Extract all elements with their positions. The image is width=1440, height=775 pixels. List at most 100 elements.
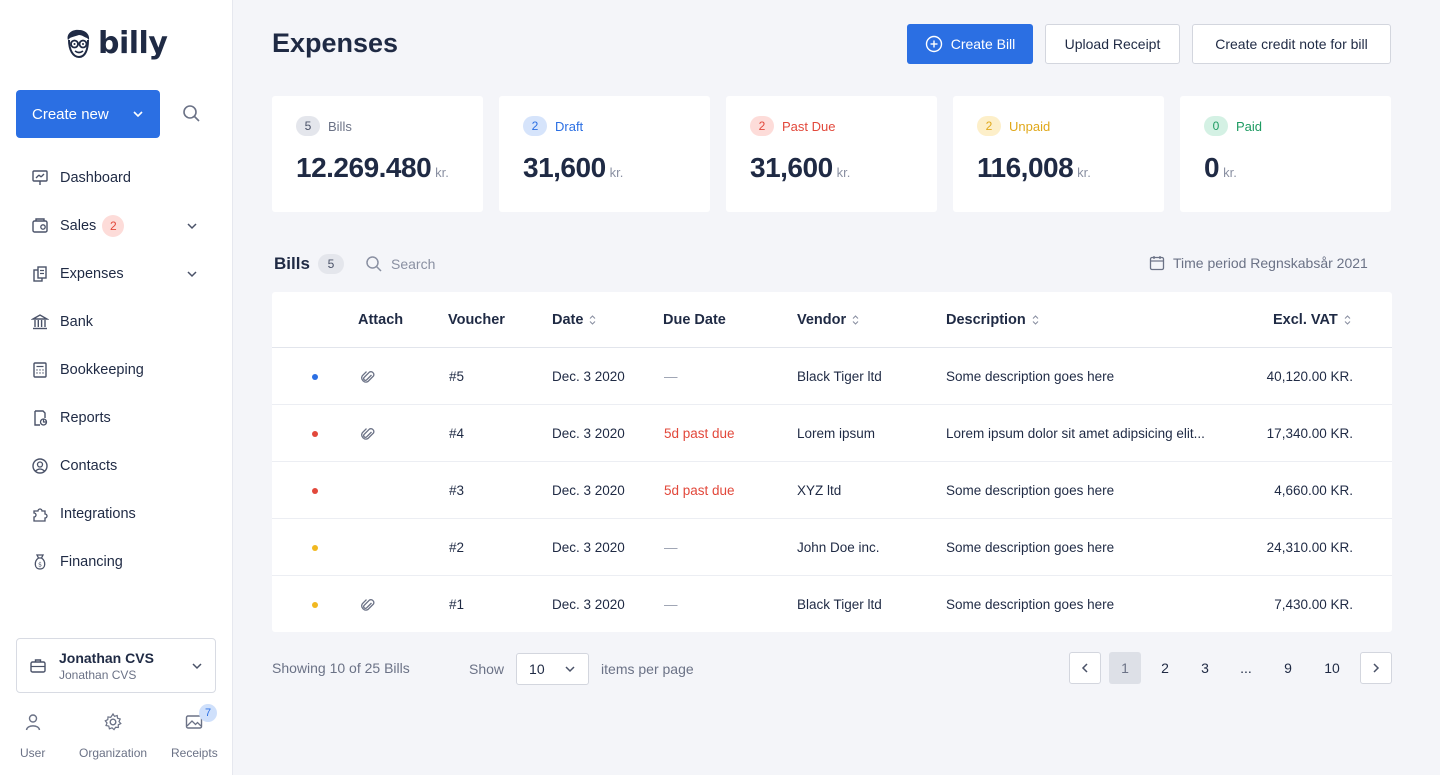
column-date-label: Date (552, 312, 584, 328)
column-excl-vat[interactable]: Excl. VAT (1273, 292, 1351, 348)
page-button[interactable]: 1 (1109, 652, 1141, 684)
sidebar: billy Create new Dashboard Sales 2 Expens… (0, 0, 233, 775)
page-title: Expenses (272, 28, 399, 58)
status-cell (312, 576, 318, 633)
page-button[interactable]: 3 (1201, 660, 1209, 676)
date-cell: Dec. 3 2020 (552, 483, 625, 498)
amount-cell: 24,310.00 KR. (1266, 540, 1353, 555)
sidebar-item-label: Financing (60, 554, 123, 570)
sidebar-item-integrations[interactable]: Integrations (0, 490, 232, 538)
bills-search[interactable] (365, 254, 511, 274)
column-description-label: Description (946, 312, 1026, 328)
paperclip-icon[interactable] (360, 597, 376, 613)
sales-icon (32, 218, 48, 233)
billy-face-icon (67, 29, 90, 58)
organization-button[interactable]: Organization (79, 706, 147, 760)
user-button[interactable]: User (20, 706, 45, 760)
prev-page-button[interactable] (1069, 652, 1101, 684)
vendor-cell: John Doe inc. (797, 540, 880, 555)
brand-name: billy (98, 26, 168, 61)
create-new-button[interactable]: Create new (16, 90, 160, 138)
sidebar-item-reports[interactable]: Reports (0, 394, 232, 442)
search-icon[interactable] (180, 102, 204, 126)
summary-card-paid[interactable]: 0 Paid 0 kr. (1180, 96, 1391, 212)
card-amount: 31,600 (750, 152, 833, 183)
paperclip-icon[interactable] (360, 369, 376, 385)
summary-card-draft[interactable]: 2 Draft 31,600 kr. (499, 96, 710, 212)
card-label: Bills (328, 118, 352, 134)
bills-search-input[interactable] (391, 256, 511, 272)
description-cell: Some description goes here (946, 369, 1115, 384)
show-label: Show (469, 661, 505, 677)
summary-card-unpaid[interactable]: 2 Unpaid 116,008 kr. (953, 96, 1164, 212)
vendor-cell: Lorem ipsum (797, 426, 876, 441)
card-header: 2 Past Due (750, 116, 913, 136)
receipts-label: Receipts (171, 746, 218, 760)
chevron-down-icon[interactable] (186, 268, 198, 280)
create-bill-label: Create Bill (950, 36, 1016, 52)
sidebar-item-label: Dashboard (60, 170, 131, 186)
page-button[interactable]: 2 (1161, 660, 1169, 676)
card-count-pill: 2 (523, 116, 547, 136)
card-value: 12.269.480 kr. (296, 152, 459, 184)
sidebar-item-bookkeeping[interactable]: Bookkeeping (0, 346, 232, 394)
chevron-right-icon (1373, 663, 1380, 673)
sidebar-item-bank[interactable]: Bank (0, 298, 232, 346)
table-row[interactable]: #3 Dec. 3 2020 5d past due XYZ ltd Some desc… (272, 462, 1392, 519)
sidebar-item-contacts[interactable]: Contacts (0, 442, 232, 490)
summary-card-bills[interactable]: 5 Bills 12.269.480 kr. (272, 96, 483, 212)
amount-cell: 4,660.00 KR. (1274, 483, 1353, 498)
page-button[interactable]: 9 (1284, 660, 1292, 676)
card-currency: kr. (1077, 165, 1091, 180)
column-date[interactable]: Date (552, 292, 596, 348)
description-cell: Some description goes here (946, 540, 1115, 555)
chevron-down-icon[interactable] (186, 220, 198, 232)
table-row[interactable]: #5 Dec. 3 2020 — Black Tiger ltd Some descri… (272, 348, 1392, 405)
table-row[interactable]: #4 Dec. 3 2020 5d past due Lorem ipsum Lorem… (272, 405, 1392, 462)
organization-switcher[interactable]: Jonathan CVS Jonathan CVS (16, 638, 216, 693)
voucher-cell: #2 (449, 540, 465, 555)
voucher-cell: #4 (449, 426, 465, 441)
column-description[interactable]: Description (946, 292, 1039, 348)
create-bill-button[interactable]: Create Bill (907, 24, 1033, 64)
receipts-count-badge: 7 (199, 704, 217, 722)
receipts-button[interactable]: 7 Receipts (171, 704, 218, 760)
column-voucher-label: Voucher (448, 312, 505, 328)
per-page-select[interactable]: 10 (516, 653, 590, 685)
card-header: 0 Paid (1204, 116, 1367, 136)
amount-cell: 40,120.00 KR. (1266, 369, 1353, 384)
sidebar-item-dashboard[interactable]: Dashboard (0, 154, 232, 202)
showing-count: Showing 10 of 25 Bills (272, 660, 410, 676)
bills-title: Bills (274, 254, 310, 273)
time-period-selector[interactable]: Time period Regnskabsår 2021 (1149, 255, 1368, 271)
time-period-label: Time period Regnskabsår 2021 (1173, 255, 1368, 271)
table-row[interactable]: #1 Dec. 3 2020 — Black Tiger ltd Some descri… (272, 576, 1392, 633)
upload-receipt-button[interactable]: Upload Receipt (1045, 24, 1180, 64)
sales-count-badge: 2 (102, 215, 125, 237)
create-credit-note-button[interactable]: Create credit note for bill (1192, 24, 1391, 64)
column-vendor[interactable]: Vendor (797, 292, 859, 348)
page-button[interactable]: 10 (1324, 660, 1340, 676)
create-new-label: Create new (32, 105, 109, 123)
card-currency: kr. (435, 165, 449, 180)
summary-card-past-due[interactable]: 2 Past Due 31,600 kr. (726, 96, 937, 212)
plus-circle-icon (925, 35, 942, 53)
paperclip-icon[interactable] (360, 426, 376, 442)
amount-cell: 17,340.00 KR. (1266, 426, 1353, 441)
billy-logo[interactable]: billy (64, 26, 168, 61)
due-date-cell: — (664, 369, 678, 384)
date-cell: Dec. 3 2020 (552, 540, 625, 555)
sidebar-item-sales[interactable]: Sales 2 (0, 202, 232, 250)
due-date-cell: — (664, 540, 678, 555)
column-attach: Attach (358, 292, 403, 348)
sidebar-item-financing[interactable]: $ Financing (0, 538, 232, 586)
organization-subname: Jonathan CVS (59, 667, 137, 682)
sort-icon (1344, 315, 1351, 325)
sidebar-item-expenses[interactable]: Expenses (0, 250, 232, 298)
card-count-pill: 0 (1204, 116, 1228, 136)
table-row[interactable]: #2 Dec. 3 2020 — John Doe inc. Some descript… (272, 519, 1392, 576)
next-page-button[interactable] (1360, 652, 1392, 684)
date-cell: Dec. 3 2020 (552, 426, 625, 441)
page-ellipsis: ... (1240, 660, 1252, 676)
due-date-cell: 5d past due (664, 483, 735, 498)
